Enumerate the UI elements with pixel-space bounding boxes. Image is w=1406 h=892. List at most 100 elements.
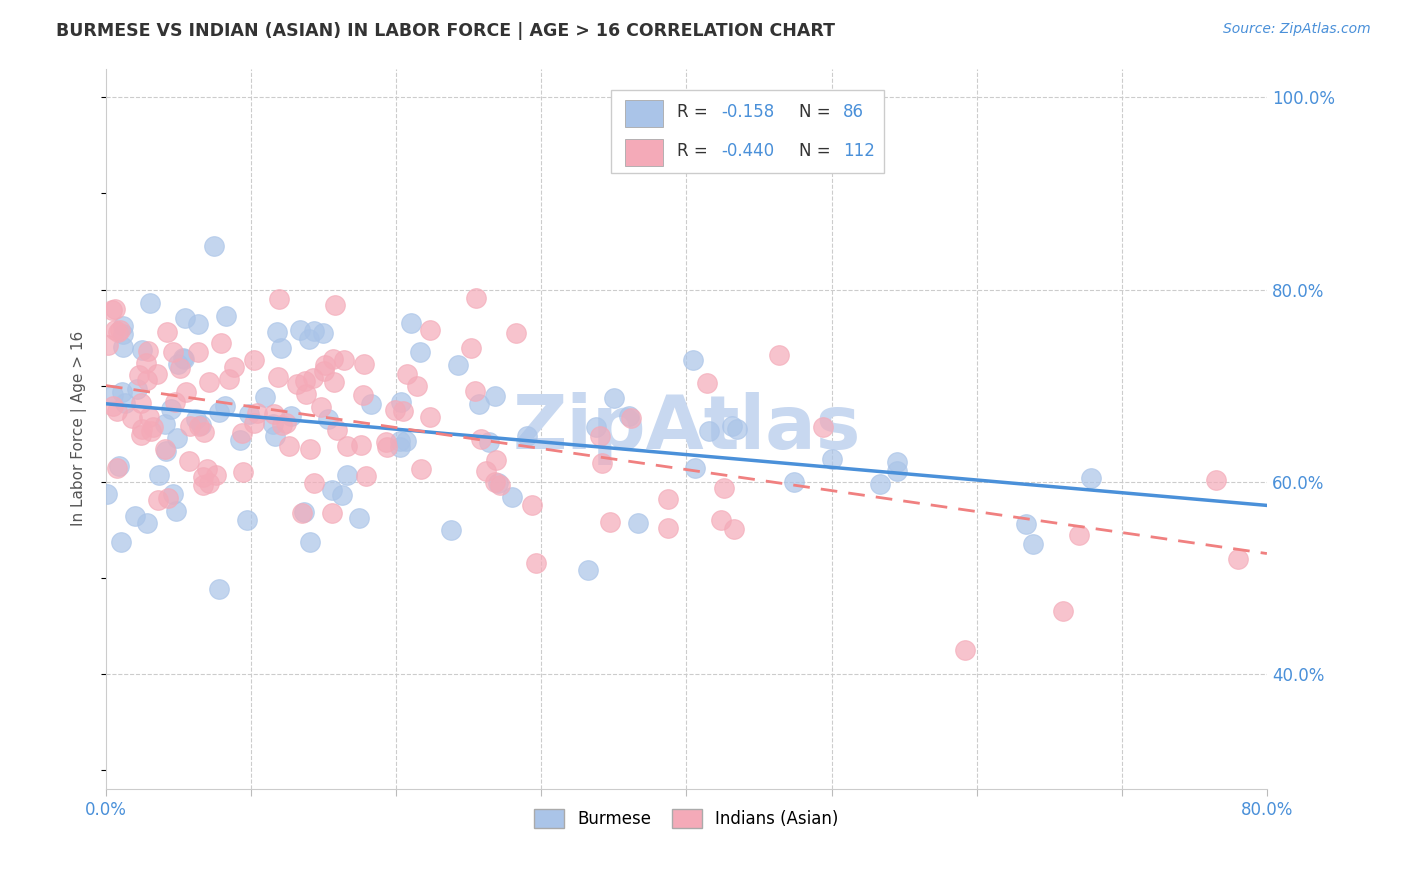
Text: R =: R = bbox=[678, 142, 713, 160]
Point bbox=[159, 401, 181, 416]
Point bbox=[238, 407, 260, 421]
Point bbox=[121, 411, 143, 425]
Point bbox=[727, 422, 749, 436]
Legend: Burmese, Indians (Asian): Burmese, Indians (Asian) bbox=[527, 803, 845, 835]
Point bbox=[312, 326, 335, 340]
Point bbox=[232, 466, 254, 480]
Point bbox=[276, 417, 298, 431]
Point bbox=[710, 513, 733, 527]
Point bbox=[187, 345, 209, 359]
Point bbox=[318, 412, 340, 426]
Point bbox=[165, 503, 187, 517]
Point bbox=[100, 302, 122, 317]
Point bbox=[96, 486, 118, 500]
Point bbox=[278, 439, 301, 453]
Point bbox=[288, 323, 311, 337]
Point bbox=[484, 475, 506, 489]
Point bbox=[395, 434, 418, 448]
Point bbox=[243, 353, 266, 368]
Point bbox=[111, 318, 134, 333]
Point bbox=[246, 406, 269, 420]
Point bbox=[298, 535, 321, 549]
Point bbox=[468, 397, 491, 411]
Point bbox=[409, 462, 432, 476]
Point bbox=[166, 431, 188, 445]
Point bbox=[135, 356, 157, 370]
FancyBboxPatch shape bbox=[624, 139, 664, 167]
Point bbox=[131, 422, 153, 436]
Point bbox=[263, 407, 285, 421]
Point bbox=[262, 417, 284, 432]
Point bbox=[620, 411, 643, 425]
Point bbox=[419, 323, 441, 337]
Point bbox=[1067, 527, 1090, 541]
Point bbox=[388, 434, 411, 448]
Point bbox=[202, 238, 225, 252]
Point bbox=[591, 456, 613, 470]
Point bbox=[353, 357, 375, 371]
Point bbox=[155, 442, 177, 456]
Point bbox=[336, 467, 359, 482]
Y-axis label: In Labor Force | Age > 16: In Labor Force | Age > 16 bbox=[72, 331, 87, 526]
Point bbox=[266, 325, 288, 339]
Point bbox=[138, 410, 160, 425]
Point bbox=[114, 396, 136, 410]
Point bbox=[1205, 473, 1227, 487]
Point bbox=[683, 460, 706, 475]
Point bbox=[124, 508, 146, 523]
Point bbox=[1052, 604, 1074, 618]
Point bbox=[172, 351, 194, 365]
Point bbox=[198, 475, 221, 490]
Point bbox=[264, 429, 287, 443]
Point bbox=[321, 483, 343, 497]
Text: -0.158: -0.158 bbox=[721, 103, 775, 120]
Point bbox=[105, 404, 128, 418]
Point bbox=[350, 438, 373, 452]
Point bbox=[657, 521, 679, 535]
Point bbox=[617, 409, 640, 423]
Point bbox=[599, 515, 621, 529]
Text: ZipAtlas: ZipAtlas bbox=[512, 392, 860, 466]
Point bbox=[627, 516, 650, 530]
Point bbox=[326, 423, 349, 437]
Point bbox=[105, 461, 128, 475]
Point bbox=[97, 338, 120, 352]
Point bbox=[104, 323, 127, 337]
Point bbox=[243, 416, 266, 430]
Point bbox=[697, 425, 720, 439]
Point bbox=[314, 358, 336, 372]
Point bbox=[440, 524, 463, 538]
Point bbox=[465, 291, 488, 305]
Point bbox=[309, 400, 332, 414]
Point bbox=[270, 417, 292, 432]
Point bbox=[228, 433, 250, 447]
Point bbox=[516, 428, 538, 442]
Point bbox=[1080, 471, 1102, 485]
Point bbox=[136, 516, 159, 530]
Point bbox=[204, 468, 226, 483]
Point bbox=[285, 376, 308, 391]
Point bbox=[395, 367, 418, 381]
Point bbox=[131, 343, 153, 357]
Text: R =: R = bbox=[678, 103, 713, 120]
Point bbox=[267, 369, 290, 384]
Point bbox=[108, 459, 131, 474]
Point bbox=[501, 491, 523, 505]
Point bbox=[129, 428, 152, 442]
Point bbox=[235, 513, 257, 527]
Point bbox=[112, 327, 135, 342]
Point bbox=[302, 324, 325, 338]
Text: N =: N = bbox=[799, 142, 837, 160]
Point bbox=[177, 454, 200, 468]
Point bbox=[323, 298, 346, 312]
Point bbox=[391, 395, 413, 409]
Point bbox=[179, 418, 201, 433]
Text: Source: ZipAtlas.com: Source: ZipAtlas.com bbox=[1223, 22, 1371, 37]
Point bbox=[146, 493, 169, 508]
Point bbox=[231, 425, 253, 440]
Point bbox=[173, 351, 195, 366]
Point bbox=[111, 340, 134, 354]
Point bbox=[187, 317, 209, 331]
Point bbox=[375, 440, 398, 454]
Point bbox=[360, 397, 382, 411]
